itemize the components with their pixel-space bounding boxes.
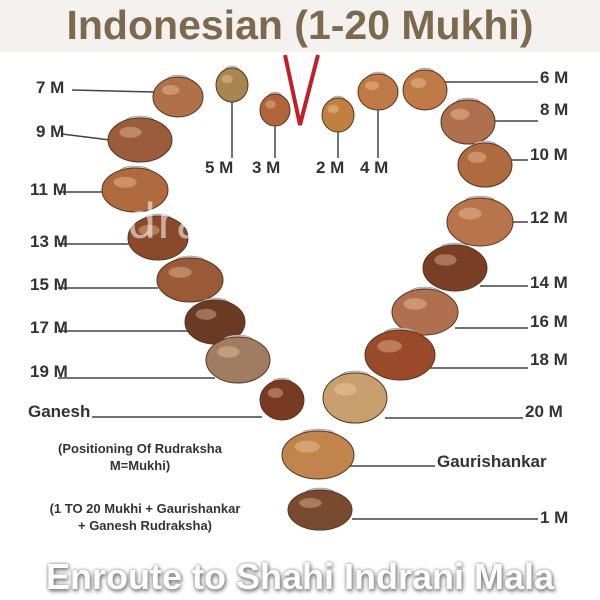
bead-highlight-18 — [377, 340, 402, 353]
label-14-mukhi: 14 M — [530, 273, 568, 292]
bead-highlight-15 — [168, 266, 192, 278]
bead-highlight-4 — [365, 81, 379, 91]
label-15-mukhi: 15 M — [30, 275, 68, 294]
rudraksha-bead-6 — [402, 69, 448, 111]
label-8-mukhi: 8 M — [540, 100, 569, 119]
rudraksha-bead-14 — [422, 244, 488, 292]
rudraksha-bead-1 — [287, 489, 353, 531]
bead-highlight-3 — [265, 100, 276, 109]
rudraksha-bead-7 — [152, 76, 204, 118]
bead-highlight-11 — [113, 176, 137, 188]
label-19-mukhi: 19 M — [30, 362, 68, 381]
label-16-mukhi: 16 M — [530, 312, 568, 331]
contents-note-line2: + Ganesh Rudraksha) — [77, 518, 213, 533]
label-3-mukhi: 3 M — [252, 158, 281, 177]
rudraksha-bead-12 — [446, 197, 514, 247]
label-12-mukhi: 12 M — [530, 208, 568, 227]
bead-highlight-12 — [458, 207, 482, 220]
bead-highlight-9 — [119, 126, 142, 138]
rudraksha-bead-11 — [101, 167, 169, 213]
bead-highlight-7 — [161, 85, 180, 95]
label-ganesh: Ganesh — [28, 402, 91, 421]
bead-highlight-2 — [327, 104, 339, 114]
positioning-note-line2: M=Mukhi) — [109, 458, 171, 473]
rudraksha-bead-15 — [156, 257, 224, 303]
rudraksha-bead-13 — [127, 215, 189, 261]
bead-highlight-20 — [334, 383, 357, 396]
watermark: Rudrablessings — [60, 193, 433, 249]
bead-highlight-13 — [138, 224, 160, 236]
bead-highlight-6 — [410, 78, 427, 88]
rudraksha-bead-3 — [259, 93, 291, 127]
bead-highlight-1 — [299, 498, 322, 508]
rudraksha-bead-gaurishankar — [281, 430, 355, 480]
rudraksha-bead-2 — [321, 97, 355, 133]
label-7-mukhi: 7 M — [36, 78, 65, 97]
rudraksha-bead-4 — [357, 73, 399, 111]
bead-highlight-5 — [221, 74, 233, 84]
label-13-mukhi: 13 M — [30, 232, 68, 251]
contents-note-line1: (1 TO 20 Mukhi + Gaurishankar — [49, 501, 241, 516]
positioning-note: (Positioning Of Rudraksha M=Mukhi) — [40, 440, 240, 474]
rudraksha-bead-19 — [205, 336, 271, 384]
bead-highlight-gaurishankar — [294, 440, 320, 453]
rudraksha-bead-8 — [440, 99, 496, 145]
bead-highlight-16 — [403, 298, 427, 310]
rudraksha-bead-18 — [364, 329, 436, 381]
label-11-mukhi: 11 M — [30, 180, 67, 199]
label-2-mukhi: 2 M — [316, 158, 345, 177]
label-18-mukhi: 18 M — [530, 350, 568, 369]
bead-highlight-8 — [450, 108, 470, 120]
leader-line-9 — [61, 133, 111, 141]
bead-highlight-17 — [195, 308, 217, 320]
rudraksha-bead-10 — [457, 142, 513, 188]
red-thread — [283, 54, 320, 126]
label-1-mukhi: 1 M — [540, 508, 569, 527]
label-5-mukhi: 5 M — [205, 158, 234, 177]
rudraksha-bead-5 — [215, 67, 249, 103]
contents-note: (1 TO 20 Mukhi + Gaurishankar + Ganesh R… — [20, 500, 270, 534]
bead-highlight-10 — [467, 151, 487, 163]
rudraksha-bead-20 — [322, 372, 388, 424]
positioning-note-line1: (Positioning Of Rudraksha — [58, 441, 222, 456]
bead-highlight-19 — [217, 346, 240, 358]
label-6-mukhi: 6 M — [540, 68, 569, 87]
label-4-mukhi: 4 M — [360, 158, 389, 177]
bead-highlight-14 — [434, 254, 457, 266]
label-20-mukhi: 20 M — [525, 402, 563, 421]
rudraksha-bead-9 — [107, 117, 173, 163]
label-17-mukhi: 17 M — [30, 318, 68, 337]
footer-caption: Enroute to Shahi Indrani Mala — [45, 556, 555, 597]
leader-line-7 — [71, 89, 156, 93]
rudraksha-bead-16 — [391, 288, 459, 336]
page-title: Indonesian (1-20 Mukhi) — [0, 0, 600, 52]
rudraksha-bead-ganesh — [259, 379, 305, 421]
label-10-mukhi: 10 M — [530, 145, 568, 164]
label-gaurishankar: Gaurishankar — [437, 452, 547, 471]
bead-highlight-ganesh — [267, 388, 284, 398]
label-9-mukhi: 9 M — [36, 122, 65, 141]
